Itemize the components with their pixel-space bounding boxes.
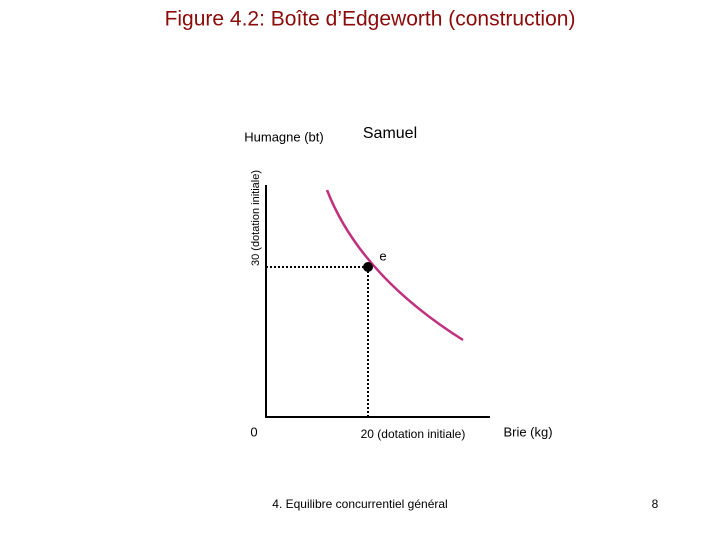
y-endowment-label: 30 (dotation initiale) xyxy=(250,170,262,266)
title: Figure 4.2: Boîte d’Edgeworth (construct… xyxy=(165,8,576,31)
point-label: e xyxy=(379,248,386,263)
agent-label: Samuel xyxy=(363,125,417,142)
indifference-curve xyxy=(325,189,464,342)
footer: 4. Equilibre concurrentiel général xyxy=(272,497,447,511)
y-axis-label: Humagne (bt) xyxy=(244,129,323,144)
endowment-point xyxy=(363,262,373,272)
page-number: 8 xyxy=(652,497,659,511)
x-axis-label: Brie (kg) xyxy=(503,424,552,439)
x-endowment-label: 20 (dotation initiale) xyxy=(361,427,466,441)
origin-label: 0 xyxy=(250,424,257,439)
